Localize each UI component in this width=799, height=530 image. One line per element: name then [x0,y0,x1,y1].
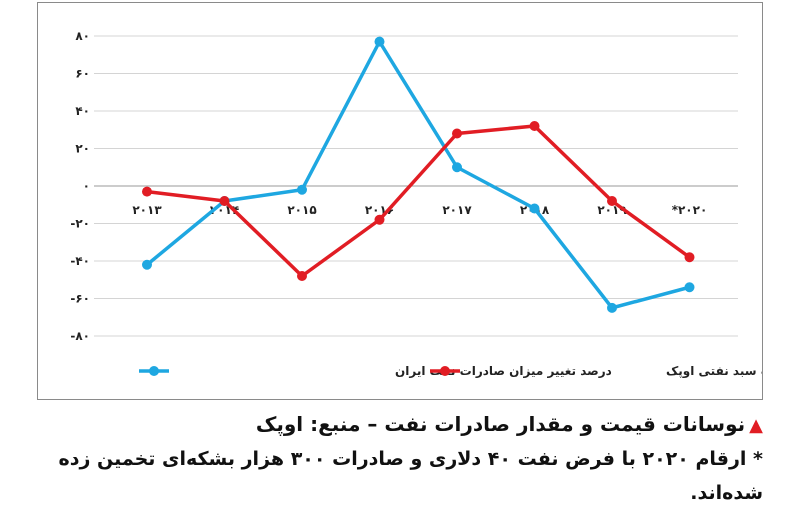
data-point [529,121,540,131]
data-point [142,186,152,197]
data-point [297,184,307,195]
y-tick-label: ۴۰ [75,104,90,118]
caption-title-text: نوسانات قیمت و مقدار صادرات نفت – منبع: … [255,412,746,436]
y-tick-label: -۸۰ [70,329,90,343]
caption-title: ▲نوسانات قیمت و مقدار صادرات نفت – منبع:… [23,408,763,442]
series-line-2 [146,124,691,278]
y-tick-label: -۶۰ [70,292,90,306]
chart-frame: ۸۰ ۶۰ ۴۰ ۲۰ ۰ -۲۰ -۴۰ -۶۰ -۸۰ ۲۰۱۳ ۲۰۱۴ ۲۰۱۵ ۲۰۱۶ ۲۰۱… [37,2,763,400]
data-point [374,36,385,47]
y-tick-label: ۸۰ [75,29,90,43]
data-point [684,282,695,293]
legend-swatch-dot [440,366,450,376]
data-point [297,271,307,281]
data-point [684,252,695,263]
caption-note: * ارقام ۲۰۲۰ با فرض نفت ۴۰ دلاری و صادرا… [58,448,763,504]
y-tick-label: ۲۰ [75,142,90,156]
data-point [219,196,230,206]
legend-label: درصد تغییر قیمت سبد نفتی اوپک [666,364,762,379]
series-line-1 [145,39,690,310]
caption: ▲نوسانات قیمت و مقدار صادرات نفت – منبع:… [23,408,763,510]
x-tick-label: ۲۰۱۵ [287,203,316,217]
y-tick-label: ۰ [83,179,90,193]
data-point [452,128,462,139]
x-tick-label: *۲۰۲۰ [672,203,708,217]
y-tick-label: ۶۰ [75,67,90,81]
data-point [529,203,540,214]
data-point [452,162,462,173]
legend-label: درصد تغییر میزان صادرات نفت ایران [395,364,612,378]
data-point [607,196,617,206]
x-tick-label: ۲۰۱۷ [442,203,472,217]
y-tick-label: -۲۰ [70,217,90,231]
y-tick-label: -۴۰ [70,254,90,268]
triangle-icon: ▲ [749,415,763,436]
data-point [142,259,152,270]
data-point [374,214,385,225]
legend-swatch-dot [149,366,159,376]
data-point [607,302,617,313]
x-tick-label: ۲۰۱۳ [132,203,162,217]
